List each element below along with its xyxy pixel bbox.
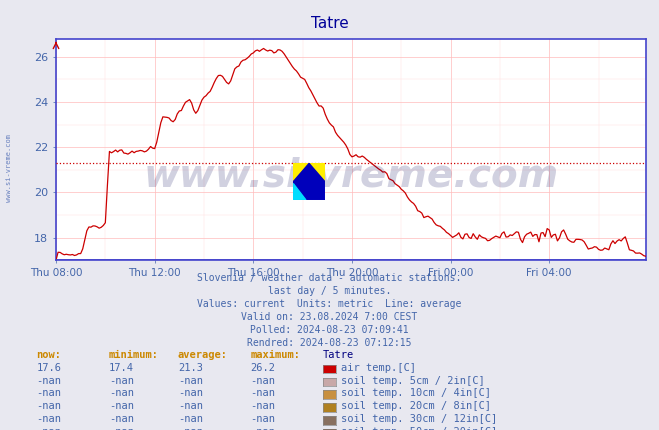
Text: -nan: -nan [36,427,61,430]
Text: -nan: -nan [36,375,61,386]
Text: -nan: -nan [36,414,61,424]
Polygon shape [293,163,325,200]
Text: -nan: -nan [178,427,203,430]
Text: Valid on: 23.08.2024 7:00 CEST: Valid on: 23.08.2024 7:00 CEST [241,312,418,322]
Text: -nan: -nan [36,388,61,399]
Text: maximum:: maximum: [250,350,301,360]
Text: minimum:: minimum: [109,350,159,360]
Text: -nan: -nan [250,388,275,399]
Text: -nan: -nan [109,427,134,430]
Text: -nan: -nan [109,401,134,412]
Text: soil temp. 30cm / 12in[C]: soil temp. 30cm / 12in[C] [341,414,498,424]
Text: 21.3: 21.3 [178,362,203,373]
Text: -nan: -nan [178,401,203,412]
Text: average:: average: [178,350,228,360]
Text: 26.2: 26.2 [250,362,275,373]
Text: -nan: -nan [250,414,275,424]
Text: www.si-vreme.com: www.si-vreme.com [5,134,12,202]
Text: Tatre: Tatre [323,350,354,360]
Text: -nan: -nan [109,375,134,386]
Text: -nan: -nan [36,401,61,412]
Text: Slovenia / weather data - automatic stations.: Slovenia / weather data - automatic stat… [197,273,462,283]
Text: soil temp. 20cm / 8in[C]: soil temp. 20cm / 8in[C] [341,401,492,412]
Text: -nan: -nan [109,388,134,399]
Text: Values: current  Units: metric  Line: average: Values: current Units: metric Line: aver… [197,299,462,309]
Text: -nan: -nan [250,427,275,430]
Text: Tatre: Tatre [310,16,349,31]
Text: -nan: -nan [178,388,203,399]
Text: -nan: -nan [250,401,275,412]
Text: soil temp. 50cm / 20in[C]: soil temp. 50cm / 20in[C] [341,427,498,430]
Text: 17.4: 17.4 [109,362,134,373]
Text: Polled: 2024-08-23 07:09:41: Polled: 2024-08-23 07:09:41 [250,325,409,335]
Text: soil temp. 5cm / 2in[C]: soil temp. 5cm / 2in[C] [341,375,485,386]
Text: 17.6: 17.6 [36,362,61,373]
Polygon shape [293,163,309,181]
Text: last day / 5 minutes.: last day / 5 minutes. [268,286,391,296]
Text: -nan: -nan [250,375,275,386]
Text: -nan: -nan [109,414,134,424]
Text: air temp.[C]: air temp.[C] [341,362,416,373]
Text: -nan: -nan [178,375,203,386]
Text: Rendred: 2024-08-23 07:12:15: Rendred: 2024-08-23 07:12:15 [247,338,412,347]
Text: now:: now: [36,350,61,360]
Text: www.si-vreme.com: www.si-vreme.com [143,157,559,195]
Polygon shape [293,163,325,200]
Text: -nan: -nan [178,414,203,424]
Polygon shape [293,184,306,200]
Text: soil temp. 10cm / 4in[C]: soil temp. 10cm / 4in[C] [341,388,492,399]
